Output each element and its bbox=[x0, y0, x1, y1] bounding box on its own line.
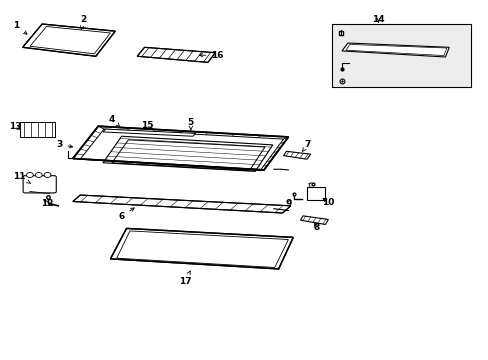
Text: 14: 14 bbox=[371, 15, 384, 24]
Polygon shape bbox=[283, 151, 310, 159]
Text: 8: 8 bbox=[313, 223, 319, 232]
Text: 11: 11 bbox=[13, 172, 31, 183]
Text: 7: 7 bbox=[302, 140, 310, 152]
Text: 12: 12 bbox=[41, 199, 53, 208]
Text: 1: 1 bbox=[13, 21, 27, 34]
Text: 6: 6 bbox=[118, 208, 134, 221]
Bar bbox=[331, 24, 470, 87]
Circle shape bbox=[35, 172, 42, 177]
Circle shape bbox=[26, 172, 33, 177]
Bar bbox=[306, 187, 325, 200]
Text: 10: 10 bbox=[322, 198, 334, 207]
Text: 5: 5 bbox=[187, 118, 194, 130]
Circle shape bbox=[44, 172, 51, 177]
Text: 16: 16 bbox=[199, 51, 224, 60]
Text: 9: 9 bbox=[285, 199, 291, 208]
FancyBboxPatch shape bbox=[23, 176, 56, 193]
Polygon shape bbox=[73, 126, 288, 170]
Polygon shape bbox=[103, 129, 195, 136]
Polygon shape bbox=[22, 24, 115, 56]
Polygon shape bbox=[341, 43, 448, 57]
Text: 3: 3 bbox=[56, 140, 73, 149]
Text: 17: 17 bbox=[178, 271, 191, 285]
Bar bbox=[20, 122, 55, 137]
Polygon shape bbox=[110, 228, 293, 269]
Polygon shape bbox=[300, 216, 328, 225]
Polygon shape bbox=[137, 47, 215, 62]
Polygon shape bbox=[73, 195, 290, 213]
Text: 15: 15 bbox=[141, 121, 153, 130]
Text: 13: 13 bbox=[9, 122, 21, 131]
Text: 4: 4 bbox=[108, 114, 120, 127]
Text: 2: 2 bbox=[81, 15, 86, 30]
